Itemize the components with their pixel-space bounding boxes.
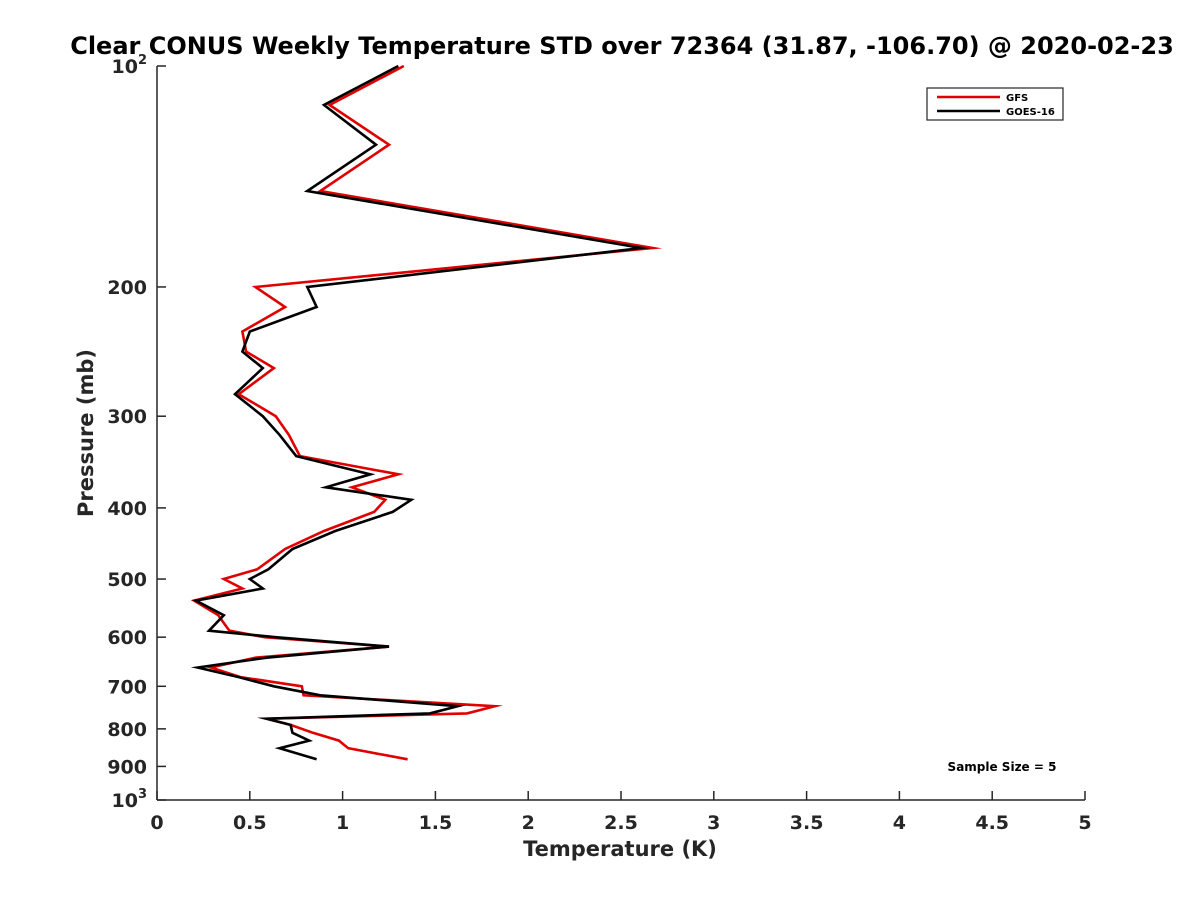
chart-title: Clear CONUS Weekly Temperature STD over … <box>70 32 1174 60</box>
y-axis-label: Pressure (mb) <box>74 349 98 517</box>
y-tick-label: 200 <box>107 277 147 299</box>
x-tick-label: 5 <box>1078 812 1091 834</box>
x-tick-label: 4.5 <box>975 812 1009 834</box>
legend: GFS GOES-16 <box>926 87 1064 121</box>
y-tick-label: 800 <box>107 719 147 741</box>
series-line-goes-16 <box>190 64 651 761</box>
x-tick-label: 4 <box>893 812 906 834</box>
series-line-gfs <box>190 64 663 761</box>
y-tick-label: 102 <box>112 53 148 78</box>
legend-box <box>926 87 1064 121</box>
x-tick-label: 2.5 <box>604 812 638 834</box>
x-tick-label: 0.5 <box>233 812 267 834</box>
series-layer <box>190 64 663 761</box>
x-tick-label: 1 <box>336 812 349 834</box>
y-tick-label: 900 <box>107 756 147 778</box>
y-tick-label: 600 <box>107 627 147 649</box>
legend-label-goes16: GOES-16 <box>1006 107 1055 118</box>
x-tick-label: 3.5 <box>790 812 824 834</box>
x-tick-label: 0 <box>150 812 163 834</box>
y-tick-label: 103 <box>112 787 148 812</box>
y-tick-label: 400 <box>107 498 147 520</box>
x-tick-label: 3 <box>707 812 720 834</box>
legend-label-gfs: GFS <box>1006 93 1028 104</box>
x-axis-label: Temperature (K) <box>523 837 717 861</box>
y-tick-label: 300 <box>107 406 147 428</box>
y-tick-label: 700 <box>107 676 147 698</box>
y-tick-label: 500 <box>107 569 147 591</box>
sample-size-annotation: Sample Size = 5 <box>948 760 1057 774</box>
x-axis-ticks: 0 0.5 1 1.5 2 2.5 3 3.5 4 4.5 5 <box>150 791 1092 834</box>
y-axis-ticks: 102 200 300 400 500 600 700 800 900 103 <box>107 53 166 812</box>
x-tick-label: 2 <box>522 812 535 834</box>
x-tick-label: 1.5 <box>419 812 453 834</box>
